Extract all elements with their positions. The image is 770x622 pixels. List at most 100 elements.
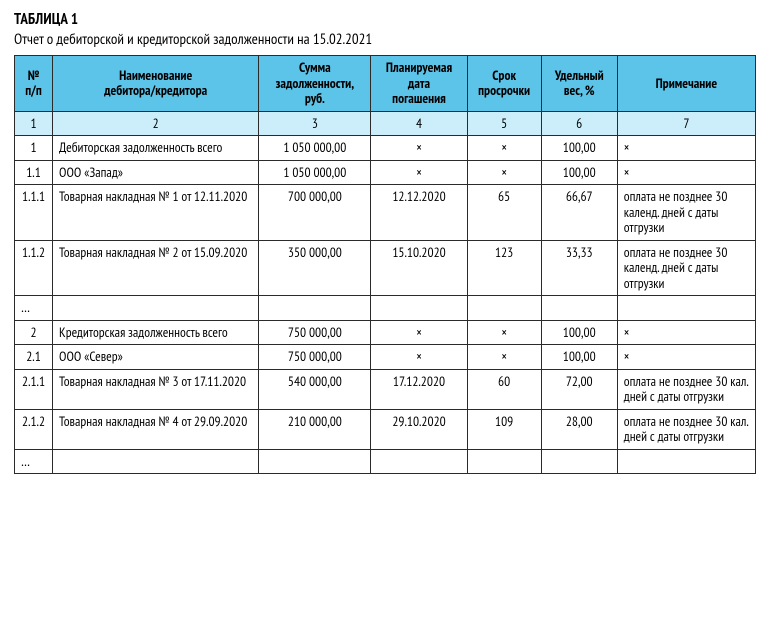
cell-over: ×	[467, 345, 541, 370]
table-row: 1.1.2Товарная накладная № 2 от 15.09.202…	[15, 240, 756, 296]
cell-note: оплата не позднее 30 кал. дней с даты от…	[617, 369, 755, 409]
cell-empty	[259, 296, 371, 321]
cell-date: 15.10.2020	[371, 240, 467, 296]
col-head-date: Планируемаядатапогашения	[371, 56, 467, 112]
cell-weight: 72,00	[541, 369, 617, 409]
col-head-name: Наименованиедебитора/кредитора	[53, 56, 259, 112]
colnum-cell: 7	[617, 111, 755, 136]
cell-over: 123	[467, 240, 541, 296]
cell-date: 29.10.2020	[371, 409, 467, 449]
cell-num: …	[15, 449, 53, 474]
cell-empty	[371, 449, 467, 474]
cell-sum: 750 000,00	[259, 345, 371, 370]
cell-sum: 1 050 000,00	[259, 136, 371, 161]
cell-date: ×	[371, 160, 467, 185]
cell-empty	[259, 449, 371, 474]
cell-over: 60	[467, 369, 541, 409]
cell-name: Дебиторская задолженность всего	[53, 136, 259, 161]
table-row: 1Дебиторская задолженность всего1 050 00…	[15, 136, 756, 161]
cell-note: оплата не позднее 30 календ. дней с даты…	[617, 240, 755, 296]
table-row: 2.1ООО «Север»750 000,00××100,00×	[15, 345, 756, 370]
cell-empty	[53, 296, 259, 321]
cell-date: 12.12.2020	[371, 185, 467, 241]
cell-name: Кредиторская задолженность всего	[53, 320, 259, 345]
cell-name: Товарная накладная № 4 от 29.09.2020	[53, 409, 259, 449]
cell-num: 2.1	[15, 345, 53, 370]
cell-weight: 66,67	[541, 185, 617, 241]
cell-name: ООО «Север»	[53, 345, 259, 370]
table-header-row: №п/п Наименованиедебитора/кредитора Сумм…	[15, 56, 756, 112]
col-head-num: №п/п	[15, 56, 53, 112]
cell-num: 1	[15, 136, 53, 161]
page: ТАБЛИЦА 1 Отчет о дебиторской и кредитор…	[0, 0, 770, 622]
cell-date: ×	[371, 320, 467, 345]
cell-date: ×	[371, 345, 467, 370]
cell-empty	[617, 296, 755, 321]
cell-empty	[53, 449, 259, 474]
col-head-overdue: Срокпросрочки	[467, 56, 541, 112]
cell-note: ×	[617, 160, 755, 185]
cell-num: 2.1.2	[15, 409, 53, 449]
cell-sum: 350 000,00	[259, 240, 371, 296]
cell-empty	[467, 449, 541, 474]
colnum-cell: 5	[467, 111, 541, 136]
cell-empty	[541, 449, 617, 474]
cell-over: ×	[467, 160, 541, 185]
table-row: 2.1.2Товарная накладная № 4 от 29.09.202…	[15, 409, 756, 449]
cell-sum: 1 050 000,00	[259, 160, 371, 185]
cell-empty	[617, 449, 755, 474]
cell-over: 109	[467, 409, 541, 449]
table-row: …	[15, 449, 756, 474]
cell-date: ×	[371, 136, 467, 161]
cell-name: Товарная накладная № 3 от 17.11.2020	[53, 369, 259, 409]
cell-empty	[371, 296, 467, 321]
cell-num: 2	[15, 320, 53, 345]
cell-over: 65	[467, 185, 541, 241]
cell-num: 1.1.1	[15, 185, 53, 241]
cell-sum: 700 000,00	[259, 185, 371, 241]
cell-sum: 540 000,00	[259, 369, 371, 409]
cell-name: ООО «Запад»	[53, 160, 259, 185]
table-row: …	[15, 296, 756, 321]
cell-name: Товарная накладная № 1 от 12.11.2020	[53, 185, 259, 241]
cell-note: оплата не позднее 30 календ. дней с даты…	[617, 185, 755, 241]
cell-num: …	[15, 296, 53, 321]
cell-weight: 100,00	[541, 320, 617, 345]
cell-date: 17.12.2020	[371, 369, 467, 409]
cell-note: ×	[617, 136, 755, 161]
col-head-note: Примечание	[617, 56, 755, 112]
debt-table: №п/п Наименованиедебитора/кредитора Сумм…	[14, 55, 756, 474]
colnum-cell: 4	[371, 111, 467, 136]
cell-weight: 100,00	[541, 345, 617, 370]
table-row: 2.1.1Товарная накладная № 3 от 17.11.202…	[15, 369, 756, 409]
colnum-cell: 1	[15, 111, 53, 136]
cell-note: ×	[617, 320, 755, 345]
table-row: 1.1ООО «Запад»1 050 000,00××100,00×	[15, 160, 756, 185]
table-row: 1.1.1Товарная накладная № 1 от 12.11.202…	[15, 185, 756, 241]
cell-name: Товарная накладная № 2 от 15.09.2020	[53, 240, 259, 296]
cell-note: ×	[617, 345, 755, 370]
table-body: 1 2 3 4 5 6 7 1Дебиторская задолженность…	[15, 111, 756, 474]
cell-weight: 100,00	[541, 160, 617, 185]
cell-note: оплата не позднее 30 кал. дней с даты от…	[617, 409, 755, 449]
table-colnum-row: 1 2 3 4 5 6 7	[15, 111, 756, 136]
cell-empty	[541, 296, 617, 321]
cell-over: ×	[467, 136, 541, 161]
cell-num: 1.1	[15, 160, 53, 185]
cell-empty	[467, 296, 541, 321]
col-head-weight: Удельныйвес, %	[541, 56, 617, 112]
cell-sum: 210 000,00	[259, 409, 371, 449]
table-row: 2Кредиторская задолженность всего750 000…	[15, 320, 756, 345]
table-caption: Отчет о дебиторской и кредиторской задол…	[14, 30, 756, 49]
colnum-cell: 6	[541, 111, 617, 136]
col-head-sum: Суммазадолженности,руб.	[259, 56, 371, 112]
cell-weight: 33,33	[541, 240, 617, 296]
cell-num: 1.1.2	[15, 240, 53, 296]
cell-weight: 28,00	[541, 409, 617, 449]
colnum-cell: 3	[259, 111, 371, 136]
colnum-cell: 2	[53, 111, 259, 136]
cell-weight: 100,00	[541, 136, 617, 161]
cell-over: ×	[467, 320, 541, 345]
cell-num: 2.1.1	[15, 369, 53, 409]
table-label: ТАБЛИЦА 1	[14, 10, 756, 29]
